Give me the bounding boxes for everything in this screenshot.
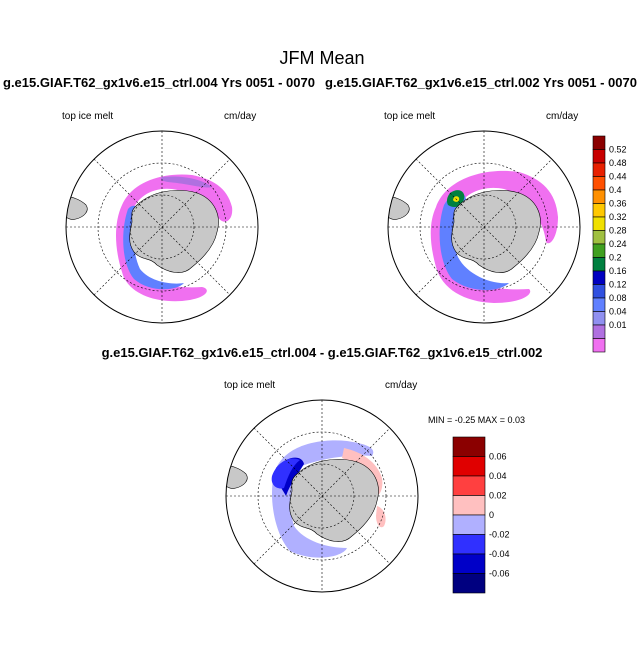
main-colorbar-swatch [592,338,606,353]
left-units-label: cm/day [224,111,257,122]
left-antarctica [129,190,219,273]
main-colorbar-tick-label: 0.08 [609,293,627,303]
diff-units-label: cm/day [385,380,418,391]
diff-colorbar-swatch [452,456,486,477]
diff-case-title: g.e15.GIAF.T62_gx1v6.e15_ctrl.004 - g.e1… [101,345,543,360]
main-colorbar-swatch [592,311,606,326]
diff-colorbar-tick-label: -0.02 [489,530,510,540]
diff-colorbar-tick-label: -0.04 [489,549,510,559]
diff-colorbar-tick-label: 0 [489,510,494,520]
diff-colorbar-tick-label: -0.06 [489,569,510,579]
main-colorbar-swatch [592,135,606,150]
main-colorbar-tick-label: 0.32 [609,212,627,222]
left-south-america [66,194,88,220]
left-variable-label: top ice melt [62,111,114,122]
main-colorbar-tick-label: 0.28 [609,226,627,236]
main-colorbar-swatch [592,149,606,164]
main-colorbar-swatch [592,284,606,299]
diff-colorbar-swatch [452,534,486,555]
diff-south-america [226,463,248,489]
diff-min-max: MIN = -0.25 MAX = 0.03 [428,415,526,425]
left-case-title: g.e15.GIAF.T62_gx1v6.e15_ctrl.004 Yrs 00… [3,75,315,90]
diff-colorbar: 0.06 0.04 0.02 0 -0.02 -0.04 -0.06 [452,436,510,594]
right-units-label: cm/day [546,111,579,122]
main-colorbar-swatch [592,324,606,339]
right-case-title: g.e15.GIAF.T62_gx1v6.e15_ctrl.002 Yrs 00… [325,75,637,90]
main-colorbar-swatch [592,243,606,258]
main-colorbar-tick-label: 0.2 [609,253,622,263]
main-colorbar-tick-label: 0.44 [609,172,627,182]
main-colorbar-swatch [592,189,606,204]
main-colorbar-tick-label: 0.24 [609,239,627,249]
diff-variable-label: top ice melt [224,380,276,391]
diff-colorbar-swatch [452,495,486,516]
main-colorbar-swatch [592,270,606,285]
left-polar-map [65,130,259,324]
main-colorbar-tick-label: 0.52 [609,145,627,155]
main-colorbar-tick-label: 0.48 [609,158,627,168]
main-colorbar-tick-label: 0.16 [609,266,627,276]
main-colorbar-tick-label: 0.04 [609,307,627,317]
main-colorbar-swatch [592,257,606,272]
right-antarctica [451,190,541,273]
main-colorbar-tick-label: 0.01 [609,320,627,330]
main-colorbar-tick-label: 0.4 [609,185,622,195]
diff-colorbar-swatch [452,553,486,574]
left-melt-inner [123,205,184,290]
main-colorbar-swatch [592,230,606,245]
diff-colorbar-swatch [452,514,486,535]
main-colorbar-swatch [592,203,606,218]
diff-colorbar-tick-label: 0.06 [489,452,507,462]
right-variable-label: top ice melt [384,111,436,122]
main-colorbar-tick-label: 0.12 [609,280,627,290]
main-colorbar-swatch [592,162,606,177]
main-colorbar: 0.52 0.48 0.44 0.4 0.36 0.32 0.28 0.24 0.2 0.16 0.… [592,135,627,353]
diff-colorbar-swatch [452,475,486,496]
diff-positive-east [376,506,386,528]
main-colorbar-tick-label: 0.36 [609,199,627,209]
right-polar-map [387,130,581,324]
diff-negative-mid [271,458,300,489]
right-south-america [388,194,410,220]
page-title: JFM Mean [279,48,365,68]
diff-colorbar-tick-label: 0.04 [489,471,507,481]
main-colorbar-swatch [592,297,606,312]
diff-colorbar-tick-label: 0.02 [489,491,507,501]
diff-colorbar-swatch [452,436,486,457]
main-colorbar-swatch [592,216,606,231]
diff-antarctica [289,459,379,542]
main-colorbar-swatch [592,176,606,191]
left-melt-ring [160,176,212,188]
diff-colorbar-swatch [452,573,486,594]
diff-polar-map [225,399,419,593]
